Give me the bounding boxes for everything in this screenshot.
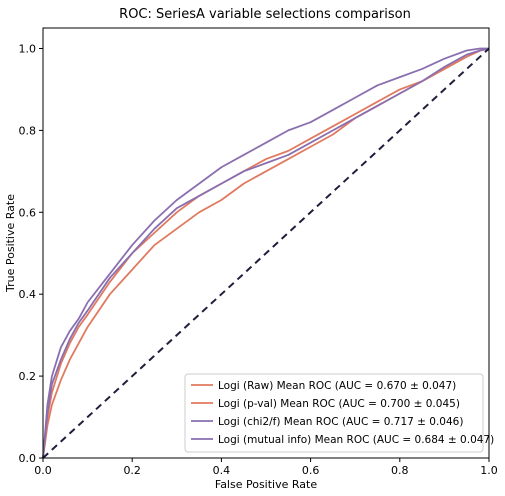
x-tick-label: 0.4 [213,464,231,477]
legend-entry-label: Logi (p-val) Mean ROC (AUC = 0.700 ± 0.0… [218,398,460,410]
legend-entry-label: Logi (chi2/f) Mean ROC (AUC = 0.717 ± 0.… [218,416,463,428]
y-axis-label: True Positive Rate [4,194,17,293]
legend-entry-label: Logi (mutual info) Mean ROC (AUC = 0.684… [218,434,494,446]
legend: Logi (Raw) Mean ROC (AUC = 0.670 ± 0.047… [184,373,494,453]
y-tick-label: 0.6 [19,206,37,219]
x-axis-label: False Positive Rate [215,478,317,491]
y-tick-label: 0.2 [19,370,37,383]
legend-entry-label: Logi (Raw) Mean ROC (AUC = 0.670 ± 0.047… [218,380,456,392]
x-tick-label: 0.2 [123,464,141,477]
y-tick-label: 1.0 [19,42,37,55]
x-tick-label: 0.8 [391,464,409,477]
legend-box [184,373,484,453]
x-tick-label: 1.0 [480,464,498,477]
chart-title: ROC: SeriesA variable selections compari… [119,7,411,22]
plot-frame [42,27,490,459]
chance-diagonal-line [42,47,490,459]
series-line-4 [42,47,490,459]
x-tick-label: 0.6 [302,464,320,477]
y-tick-label: 0.4 [19,288,37,301]
y-tick-label: 0.8 [19,124,37,137]
x-tick-label: 0.0 [34,464,52,477]
y-tick-label: 0.0 [19,452,37,465]
series-line-3 [42,47,489,459]
plot-area [42,47,490,459]
axis-ticks: 0.0 0.2 0.4 0.6 0.8 1.0 0.0 0.2 0.4 0.6 0.8 1.0 [19,42,498,477]
